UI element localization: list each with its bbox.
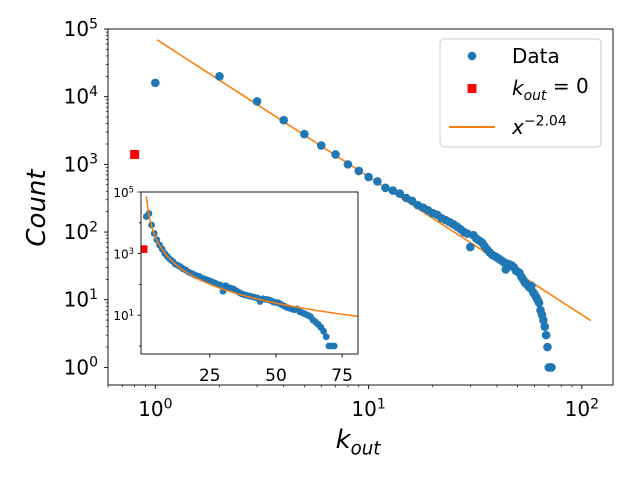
legend-zero-marker — [467, 84, 477, 93]
data-point-68 — [543, 342, 552, 352]
x-tick-label: 100 — [138, 396, 172, 421]
main-frame — [107, 28, 614, 386]
y-axis-label: Count — [22, 169, 52, 247]
y-tick-label: 105 — [64, 16, 98, 41]
inset-y-tick-label-exp: 3 — [129, 246, 134, 256]
data-point-11 — [381, 183, 390, 193]
inset-y-tick-label-base: 10 — [113, 248, 128, 262]
y-tick-label-exp: 5 — [89, 16, 98, 32]
data-point-62 — [534, 298, 544, 308]
inset-data-point-68 — [322, 333, 330, 341]
data-point-0 — [151, 78, 160, 88]
inset-y-tick-label-exp: 5 — [129, 184, 134, 194]
legend-zero-sub: out — [524, 88, 547, 104]
inset-x-tick-label: 75 — [331, 366, 353, 386]
y-tick-label-exp: 4 — [89, 84, 98, 100]
inset-y-tick-label: 105 — [113, 184, 134, 200]
inset-data-point-28 — [216, 281, 224, 289]
x-tick-label: 102 — [565, 396, 599, 421]
x-tick-label: 101 — [351, 396, 385, 421]
x-tick-label-base: 10 — [565, 397, 590, 421]
inset-content — [141, 196, 358, 350]
y-tick-label-exp: 1 — [89, 287, 98, 303]
data-point-71 — [547, 363, 556, 372]
x-tick-label-base: 10 — [138, 397, 163, 421]
x-tick-label-exp: 1 — [377, 396, 386, 412]
inset-x-tick-label: 50 — [265, 366, 287, 386]
data-point-5 — [316, 141, 326, 150]
legend-box — [439, 38, 602, 148]
inset-data-point-67 — [320, 327, 327, 335]
data-point-10 — [373, 177, 382, 186]
zero-out-marker — [130, 149, 140, 159]
y-tick-label-exp: 2 — [89, 219, 98, 235]
data-point-2 — [252, 97, 262, 106]
inset-fit-line — [145, 196, 358, 318]
inset-y-tick-label: 101 — [113, 308, 134, 324]
y-tick-label-base: 10 — [64, 355, 89, 379]
inset-x-tick-label: 25 — [199, 366, 221, 386]
data-point-8 — [354, 166, 364, 176]
data-point-6 — [331, 150, 340, 159]
legend-zero-label: kout = 0 — [512, 74, 589, 104]
y-tick-label: 102 — [64, 219, 98, 244]
data-point-3 — [279, 115, 289, 125]
legend: Data kout = 0 x−2.04 — [439, 38, 602, 148]
y-tick-label-base: 10 — [64, 17, 89, 41]
legend-fit-label: x−2.04 — [511, 114, 567, 139]
x-tick-label-exp: 2 — [590, 396, 599, 412]
inset-data-point-71 — [330, 342, 338, 350]
data-point-13 — [395, 189, 405, 198]
y-tick-label-base: 10 — [64, 152, 89, 176]
y-tick-label-base: 10 — [64, 85, 89, 109]
inset-y-tick-label-base: 10 — [113, 309, 128, 323]
inset-y-tick-label-exp: 1 — [129, 308, 134, 318]
legend-data-label: Data — [512, 44, 560, 68]
inset-zero-marker — [141, 245, 148, 253]
data-point-4 — [300, 129, 309, 139]
x-axis-label-sub: out — [351, 438, 382, 459]
data-point-7 — [343, 160, 353, 169]
data-point-9 — [364, 172, 373, 182]
data-point-66 — [540, 322, 550, 331]
y-tick-label-base: 10 — [64, 220, 89, 244]
y-tick-label: 101 — [64, 287, 98, 312]
inset-y-tick-label-base: 10 — [113, 186, 128, 200]
data-point-29 — [466, 242, 475, 252]
y-tick-label-base: 10 — [64, 288, 89, 312]
legend-data-marker — [467, 51, 477, 61]
y-tick-label-exp: 3 — [89, 152, 98, 168]
x-axis-label: kout — [336, 425, 382, 459]
x-tick-label-exp: 0 — [164, 396, 173, 412]
data-point-1 — [215, 72, 224, 81]
y-tick-label: 100 — [64, 355, 98, 380]
inset-frame — [140, 191, 359, 355]
legend-fit-base: x — [511, 115, 524, 139]
legend-zero-rest: = 0 — [547, 74, 589, 98]
x-tick-label-base: 10 — [351, 397, 376, 421]
legend-zero-base: k — [512, 76, 525, 100]
data-point-67 — [541, 330, 551, 340]
y-tick-label: 103 — [64, 152, 98, 177]
x-axis-label-base: k — [336, 425, 352, 455]
legend-fit-exp: −2.04 — [524, 114, 567, 130]
data-point-65 — [539, 315, 548, 325]
y-tick-label-exp: 0 — [89, 355, 98, 371]
inset-y-tick-label: 103 — [113, 246, 134, 262]
data-point-12 — [388, 186, 398, 195]
y-tick-label: 104 — [64, 84, 98, 109]
